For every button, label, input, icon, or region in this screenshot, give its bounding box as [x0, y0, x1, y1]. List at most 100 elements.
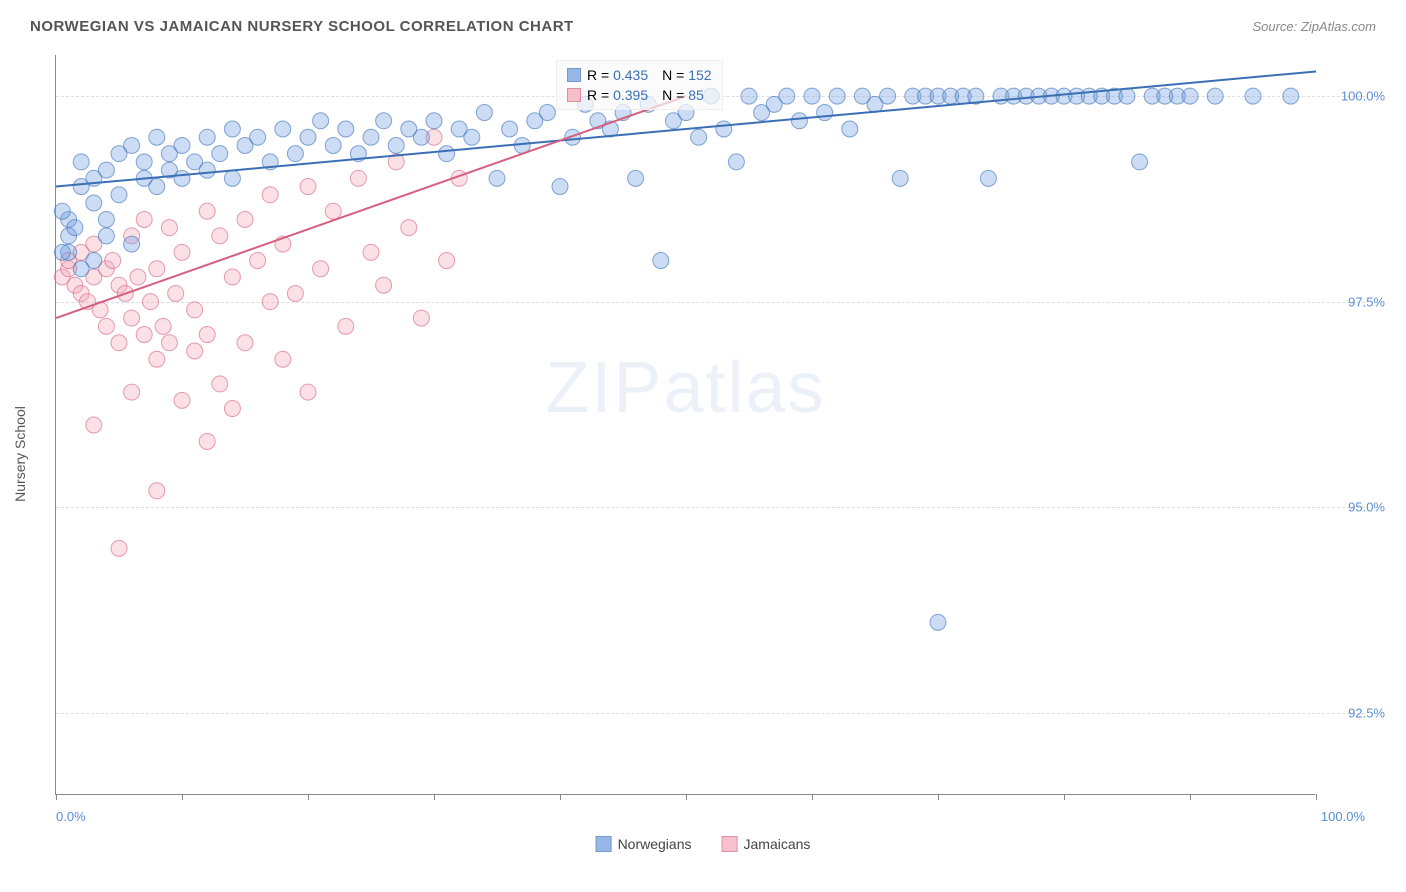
- data-point: [313, 113, 329, 129]
- data-point: [237, 211, 253, 227]
- data-point: [413, 310, 429, 326]
- data-point: [199, 327, 215, 343]
- data-point: [124, 310, 140, 326]
- data-point: [250, 129, 266, 145]
- data-point: [325, 137, 341, 153]
- data-point: [300, 179, 316, 195]
- data-point: [111, 187, 127, 203]
- data-point: [212, 146, 228, 162]
- data-point: [287, 285, 303, 301]
- plot-area: 92.5%95.0%97.5%100.0% ZIPatlas R = 0.435…: [55, 55, 1315, 795]
- data-point: [136, 211, 152, 227]
- source-prefix: Source:: [1252, 19, 1300, 34]
- data-point: [262, 294, 278, 310]
- x-tick: [560, 794, 561, 800]
- data-point: [313, 261, 329, 277]
- data-point: [250, 253, 266, 269]
- data-point: [892, 170, 908, 186]
- data-point: [199, 129, 215, 145]
- data-point: [464, 129, 480, 145]
- data-point: [1132, 154, 1148, 170]
- data-point: [187, 343, 203, 359]
- legend-item-jamaicans: Jamaicans: [722, 836, 811, 852]
- r-value-norwegians: 0.435: [613, 67, 648, 83]
- data-point: [388, 137, 404, 153]
- data-point: [980, 170, 996, 186]
- data-point: [691, 129, 707, 145]
- data-point: [262, 187, 278, 203]
- data-point: [174, 392, 190, 408]
- data-point: [224, 170, 240, 186]
- data-point: [98, 228, 114, 244]
- data-point: [1182, 88, 1198, 104]
- x-tick: [434, 794, 435, 800]
- x-tick: [308, 794, 309, 800]
- data-point: [67, 220, 83, 236]
- data-point: [539, 105, 555, 121]
- data-point: [187, 302, 203, 318]
- data-point: [98, 318, 114, 334]
- data-point: [1245, 88, 1261, 104]
- data-point: [829, 88, 845, 104]
- scatter-layer: [56, 55, 1315, 794]
- n-value-jamaicans: 85: [688, 87, 704, 103]
- data-point: [502, 121, 518, 137]
- data-point: [174, 244, 190, 260]
- data-point: [791, 113, 807, 129]
- data-point: [105, 253, 121, 269]
- x-tick: [1064, 794, 1065, 800]
- data-point: [376, 277, 392, 293]
- data-point: [54, 203, 70, 219]
- data-point: [136, 327, 152, 343]
- x-tick: [56, 794, 57, 800]
- data-point: [842, 121, 858, 137]
- data-point: [401, 220, 417, 236]
- data-point: [149, 179, 165, 195]
- data-point: [86, 195, 102, 211]
- stats-row-jamaicans: R = 0.395 N = 85: [567, 85, 712, 105]
- data-point: [363, 129, 379, 145]
- data-point: [1283, 88, 1299, 104]
- data-point: [376, 113, 392, 129]
- stats-swatch-jamaicans: [567, 88, 581, 102]
- legend: Norwegians Jamaicans: [596, 836, 811, 852]
- data-point: [350, 170, 366, 186]
- legend-label-jamaicans: Jamaicans: [744, 836, 811, 852]
- data-point: [275, 351, 291, 367]
- data-point: [439, 146, 455, 162]
- data-point: [86, 417, 102, 433]
- y-tick-label: 95.0%: [1348, 500, 1385, 515]
- data-point: [199, 162, 215, 178]
- r-label: R =: [587, 67, 613, 83]
- data-point: [199, 433, 215, 449]
- y-axis-title: Nursery School: [12, 406, 28, 502]
- data-point: [779, 88, 795, 104]
- data-point: [168, 285, 184, 301]
- data-point: [161, 220, 177, 236]
- x-tick: [812, 794, 813, 800]
- data-point: [237, 335, 253, 351]
- data-point: [212, 228, 228, 244]
- legend-item-norwegians: Norwegians: [596, 836, 692, 852]
- data-point: [224, 121, 240, 137]
- data-point: [161, 335, 177, 351]
- data-point: [149, 129, 165, 145]
- data-point: [149, 351, 165, 367]
- data-point: [212, 376, 228, 392]
- stats-swatch-norwegians: [567, 68, 581, 82]
- r-value-jamaicans: 0.395: [613, 87, 648, 103]
- y-tick-label: 100.0%: [1341, 89, 1385, 104]
- source-attribution: Source: ZipAtlas.com: [1252, 19, 1376, 34]
- data-point: [363, 244, 379, 260]
- data-point: [804, 88, 820, 104]
- data-point: [930, 614, 946, 630]
- data-point: [338, 121, 354, 137]
- data-point: [275, 121, 291, 137]
- data-point: [413, 129, 429, 145]
- data-point: [124, 384, 140, 400]
- legend-swatch-norwegians: [596, 836, 612, 852]
- data-point: [111, 540, 127, 556]
- data-point: [817, 105, 833, 121]
- data-point: [741, 88, 757, 104]
- n-label: N =: [662, 87, 688, 103]
